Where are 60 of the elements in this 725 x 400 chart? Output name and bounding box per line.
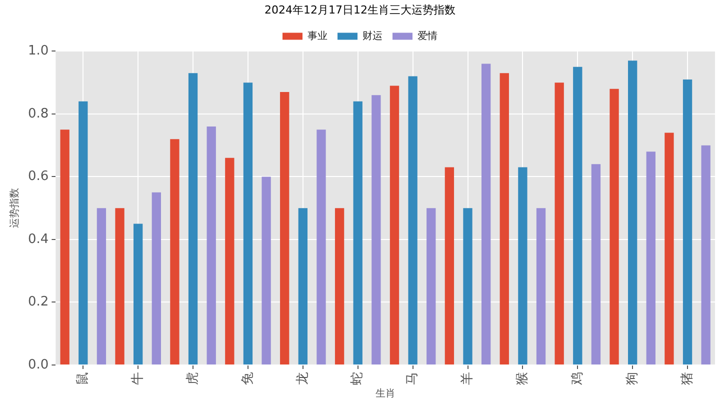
x-tick-label: 鼠 [76,372,91,385]
bar [408,76,418,364]
y-tick-label: 0.4 [28,232,49,247]
bar [243,82,253,364]
bar [78,101,88,364]
bar [170,139,180,364]
x-axis-title: 生肖 [375,388,396,400]
y-tick-label: 1.0 [28,44,49,59]
bar [536,208,546,364]
x-tick-label: 蛇 [350,372,366,385]
bar [518,167,528,364]
bar [628,60,638,364]
bar [188,73,198,364]
bar [444,167,454,364]
bar [481,64,491,364]
bar [206,126,216,364]
bar [60,130,70,364]
x-tick-label: 羊 [460,372,476,385]
bar [500,73,509,364]
x-tick-label: 龙 [295,372,310,385]
y-axis-title: 运势指数 [8,188,21,228]
bar [664,132,674,364]
bar [390,86,400,364]
bar [682,79,692,364]
bar [554,82,564,364]
x-tick-label: 狗 [624,372,640,385]
x-tick-label: 鸡 [570,372,586,386]
x-tick-label: 牛 [130,372,146,385]
y-tick-label: 0.2 [28,294,49,310]
y-tick-label: 0.0 [28,357,49,372]
bar [610,88,619,364]
bar [463,208,472,364]
y-tick-label: 0.6 [28,169,49,184]
bar [96,208,106,364]
bar [134,224,143,364]
x-tick-label: 猴 [515,372,530,385]
bar [353,101,362,364]
bar [372,95,381,364]
bar [646,152,656,364]
legend-label: 事业 [308,30,328,42]
y-tick-label: 0.8 [28,106,49,122]
x-tick-label: 虎 [185,372,200,385]
bar [115,208,124,364]
bar [316,130,326,364]
bar [701,145,710,364]
chart-title: 2024年12月17日12生肖三大运势指数 [264,3,456,16]
bar [262,176,271,364]
legend-label: 爱情 [418,30,438,42]
bar [573,66,582,364]
x-tick-label: 猪 [680,372,695,385]
bar [426,208,436,364]
bar [280,92,290,364]
bar [334,208,344,364]
legend-label: 财运 [362,30,382,42]
bar [152,192,161,364]
x-tick-label: 马 [405,372,420,385]
bar [591,164,601,364]
bar [298,208,308,364]
x-tick-label: 兔 [240,372,256,385]
bar [225,158,234,364]
